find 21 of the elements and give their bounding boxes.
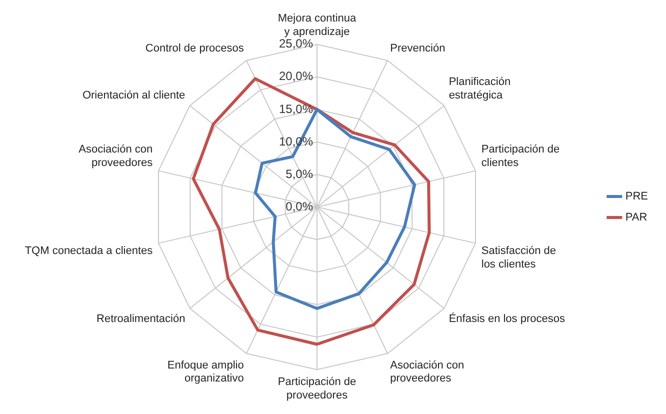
spoke-label: Prevención bbox=[390, 42, 446, 55]
spoke-label: Satisfacción de los clientes bbox=[481, 245, 556, 270]
y-tick-label: 0,0% bbox=[286, 199, 314, 214]
legend-label: PAR bbox=[625, 212, 648, 224]
y-tick-label: 5,0% bbox=[286, 166, 314, 181]
y-tick-label: 15,0% bbox=[278, 102, 314, 116]
spoke-label: Retroalimentación bbox=[96, 312, 186, 325]
spoke-label: Asociación con proveedores bbox=[78, 144, 154, 169]
spoke-label: Énfasis en los procesos bbox=[448, 312, 566, 325]
spoke-label: TQM conectada a clientes bbox=[24, 245, 154, 258]
spoke-label: Participación de clientes bbox=[481, 144, 560, 169]
spoke-label: Control de procesos bbox=[145, 42, 244, 55]
spoke-label: Planificación estratégica bbox=[448, 76, 511, 102]
y-tick-label: 25,0% bbox=[278, 36, 314, 51]
spoke-label: Orientación al cliente bbox=[82, 89, 186, 102]
spoke-label: Enfoque amplio organizativo bbox=[167, 360, 244, 385]
legend-label: PRE bbox=[625, 190, 648, 203]
spoke-label: Asociación con proveedores bbox=[390, 360, 464, 385]
spoke-label: Participación de proveedores bbox=[278, 376, 356, 402]
y-tick-label: 20,0% bbox=[278, 69, 314, 84]
spoke-label: Mejora continua y aprendizaje bbox=[278, 12, 358, 38]
